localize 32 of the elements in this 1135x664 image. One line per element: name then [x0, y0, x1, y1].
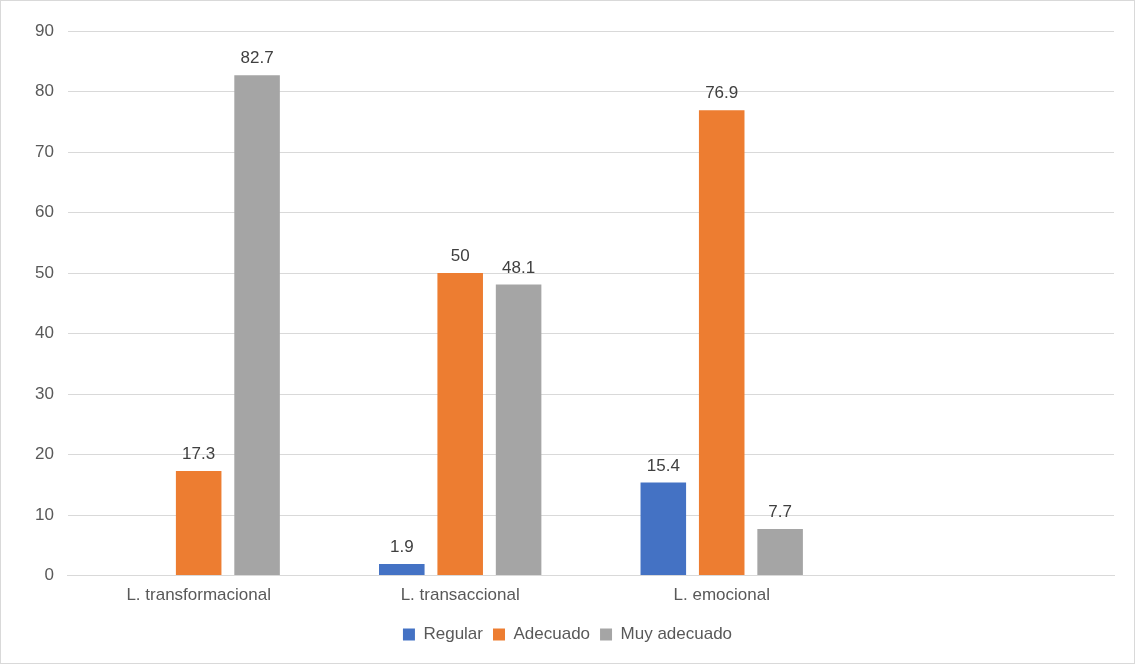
data-label: 7.7 — [768, 502, 792, 522]
y-tick-label: 10 — [34, 504, 54, 524]
data-label: 17.3 — [182, 444, 216, 464]
x-tick-label: L. emocional — [673, 585, 770, 605]
y-tick-label: 90 — [34, 20, 54, 40]
data-label: 76.9 — [705, 83, 739, 103]
data-label: 48.1 — [502, 257, 536, 277]
y-tick-label: 70 — [34, 141, 54, 161]
data-label: 15.4 — [646, 455, 680, 475]
bar — [379, 564, 425, 576]
y-tick-label: 40 — [34, 323, 54, 343]
x-tick-label: L. transaccional — [400, 585, 520, 605]
y-tick-label: 30 — [34, 383, 54, 403]
data-label: 50 — [450, 246, 470, 266]
y-tick-label: 20 — [34, 444, 54, 464]
data-label: 82.7 — [240, 48, 274, 68]
bar — [757, 529, 803, 576]
legend-label: Muy adecuado — [620, 624, 733, 644]
x-tick-label: L. transformacional — [126, 585, 271, 605]
bar — [175, 470, 222, 576]
legend-label: Regular — [423, 624, 484, 644]
data-label: 1.9 — [389, 537, 414, 557]
bar — [495, 284, 542, 576]
bar — [437, 273, 483, 576]
bar — [698, 110, 745, 576]
y-tick-label: 50 — [34, 262, 54, 282]
bar — [234, 75, 280, 576]
bar — [640, 482, 687, 576]
y-tick-label: 60 — [34, 202, 54, 222]
y-tick-label: 0 — [44, 565, 54, 585]
y-tick-label: 80 — [34, 81, 54, 101]
legend-label: Adecuado — [513, 624, 591, 644]
